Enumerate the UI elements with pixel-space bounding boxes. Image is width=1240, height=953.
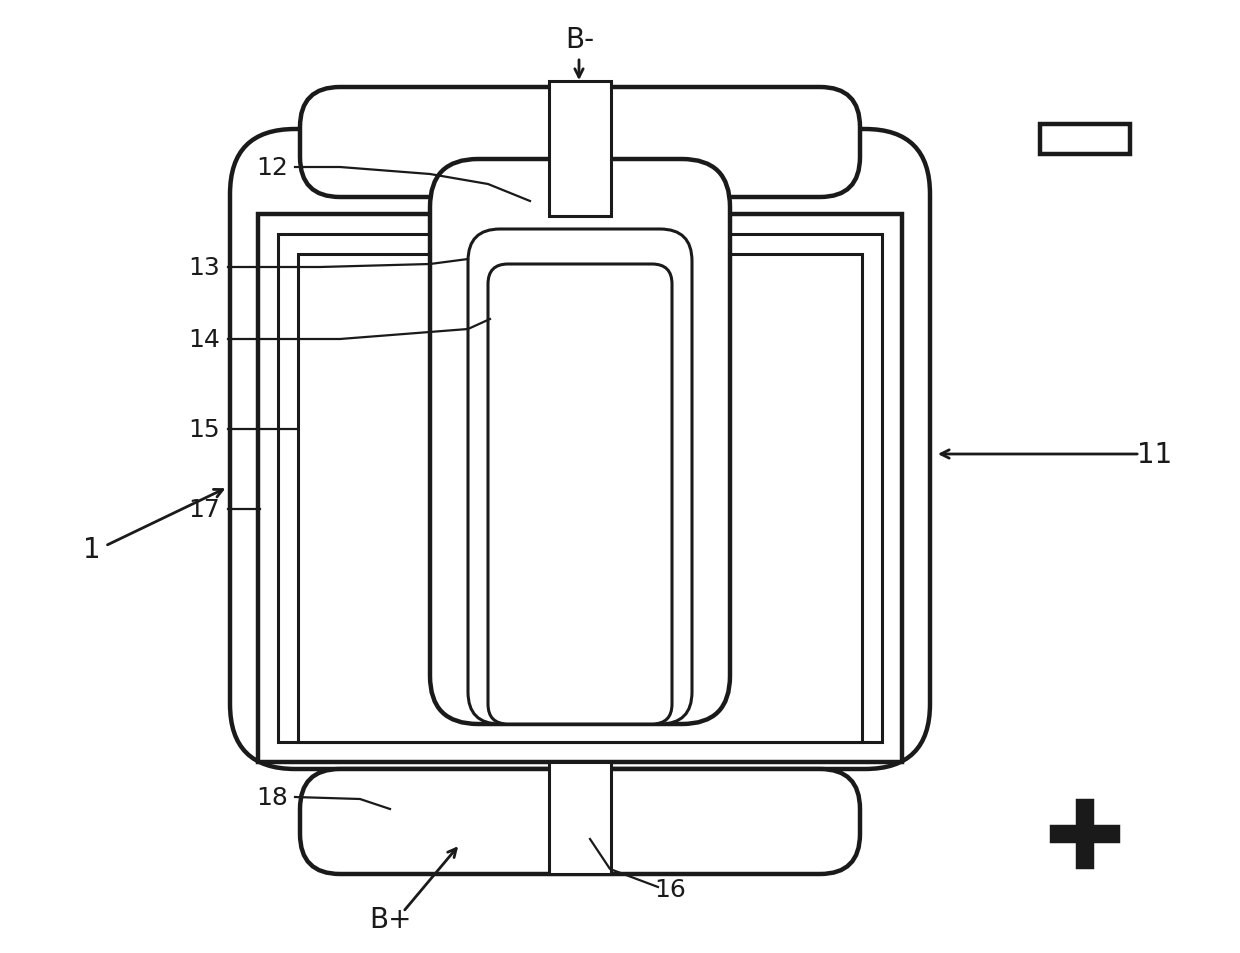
Bar: [298, 254, 862, 742]
Bar: [1040, 125, 1130, 154]
FancyBboxPatch shape: [300, 769, 861, 874]
Bar: [549, 82, 611, 216]
Bar: [549, 762, 611, 874]
FancyBboxPatch shape: [229, 130, 930, 769]
Text: 1: 1: [83, 536, 100, 563]
Bar: [258, 214, 901, 762]
Polygon shape: [1052, 801, 1118, 867]
Text: 15: 15: [188, 417, 219, 441]
Text: B+: B+: [368, 905, 412, 933]
Text: 16: 16: [653, 877, 686, 901]
Text: B-: B-: [565, 26, 594, 54]
Text: 17: 17: [188, 497, 219, 521]
FancyBboxPatch shape: [300, 88, 861, 198]
Bar: [278, 234, 882, 742]
Text: 14: 14: [188, 328, 219, 352]
FancyBboxPatch shape: [467, 230, 692, 724]
Text: 13: 13: [188, 255, 219, 280]
FancyBboxPatch shape: [489, 265, 672, 724]
Text: 18: 18: [257, 785, 288, 809]
FancyBboxPatch shape: [430, 160, 730, 724]
Text: 12: 12: [257, 156, 288, 180]
Text: 11: 11: [1137, 440, 1173, 469]
